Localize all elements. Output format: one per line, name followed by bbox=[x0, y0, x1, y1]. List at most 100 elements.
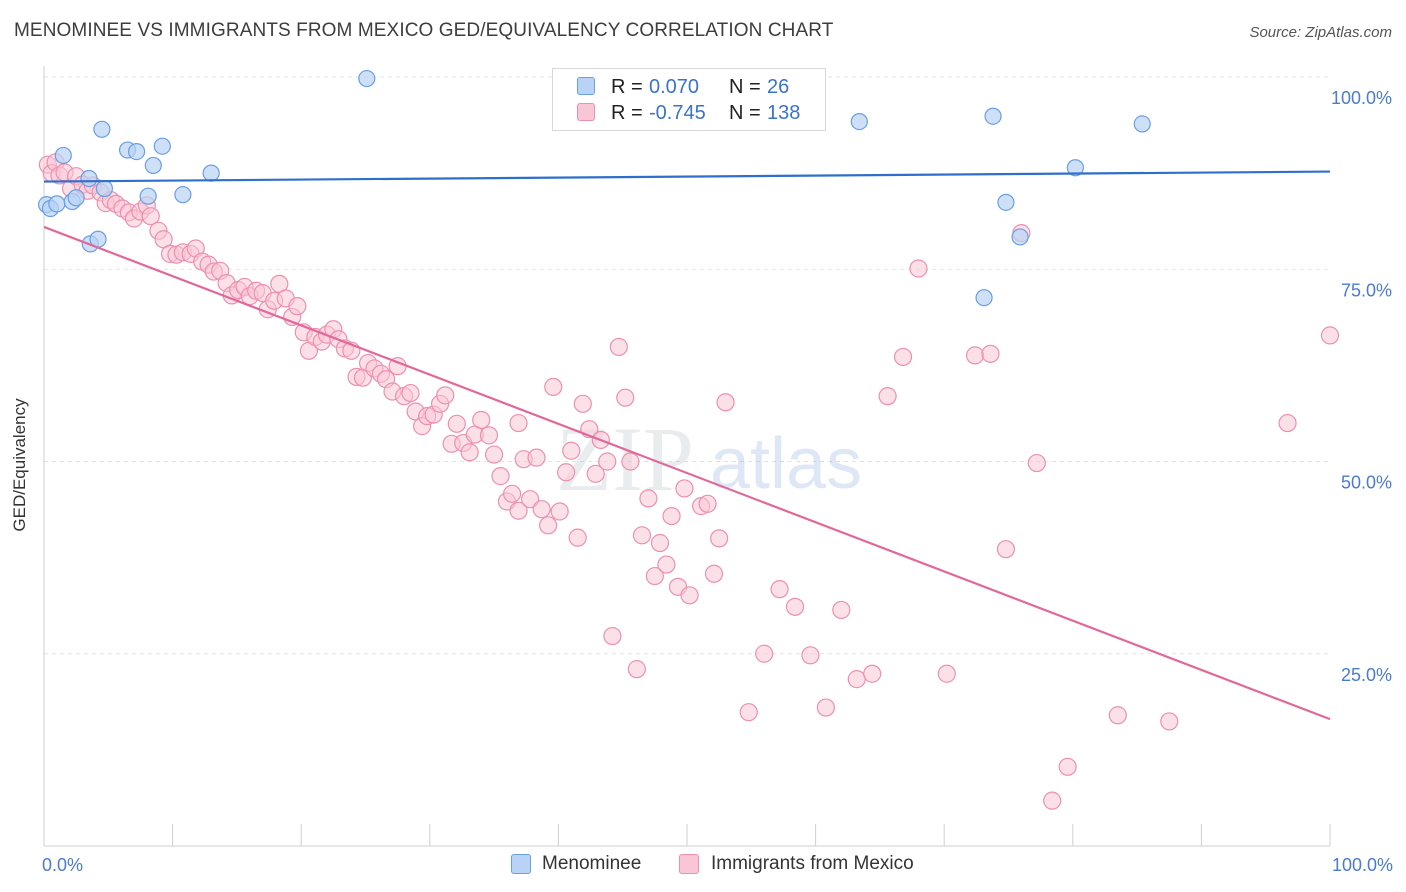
data-point-mexico bbox=[447, 414, 466, 433]
x-tick-label: 0.0% bbox=[42, 855, 83, 875]
data-point-menominee bbox=[95, 179, 114, 198]
data-point-mexico bbox=[657, 555, 676, 574]
data-point-menominee bbox=[358, 69, 376, 88]
y-axis-title: GED/Equivalency bbox=[10, 398, 29, 532]
data-point-menominee bbox=[48, 195, 66, 213]
data-point-mexico bbox=[981, 344, 1000, 363]
legend-r-value: -0.745 bbox=[649, 102, 706, 124]
data-point-mexico bbox=[503, 484, 522, 503]
y-tick-label: 100.0% bbox=[1331, 88, 1392, 108]
trendline-mexico bbox=[43, 225, 1331, 721]
legend-swatch-menominee bbox=[511, 854, 531, 874]
series-menominee-points bbox=[37, 69, 1151, 307]
data-point-mexico bbox=[288, 297, 307, 316]
data-point-mexico bbox=[680, 586, 699, 605]
data-point-mexico bbox=[509, 501, 528, 520]
data-point-mexico bbox=[568, 528, 587, 547]
legend-n-value: 26 bbox=[767, 76, 790, 98]
legend-r-label: R = bbox=[611, 76, 643, 98]
data-point-mexico bbox=[704, 564, 724, 583]
trendline-menominee bbox=[43, 170, 1331, 183]
data-point-mexico bbox=[662, 506, 681, 526]
y-tick-label: 25.0% bbox=[1341, 665, 1392, 685]
data-point-mexico bbox=[472, 410, 491, 430]
legend-n-label: N = bbox=[729, 102, 761, 124]
data-point-mexico bbox=[539, 516, 558, 535]
data-point-mexico bbox=[1278, 413, 1297, 433]
data-point-menominee bbox=[202, 164, 220, 182]
data-point-mexico bbox=[141, 207, 160, 226]
data-point-mexico bbox=[716, 393, 735, 412]
data-point-mexico bbox=[621, 452, 640, 471]
data-point-mexico bbox=[532, 500, 551, 519]
data-point-mexico bbox=[562, 441, 581, 460]
data-point-mexico bbox=[460, 443, 479, 462]
series-legend: Menominee Immigrants from Mexico bbox=[0, 852, 1406, 878]
data-point-mexico bbox=[509, 413, 528, 433]
data-point-mexico bbox=[650, 533, 670, 553]
legend-r-label: R = bbox=[611, 102, 643, 124]
data-point-mexico bbox=[937, 664, 956, 683]
data-point-menominee bbox=[93, 120, 111, 138]
trendlines bbox=[43, 170, 1331, 721]
data-point-mexico bbox=[675, 479, 694, 498]
data-point-mexico bbox=[544, 377, 563, 397]
data-point-mexico bbox=[832, 600, 851, 620]
data-point-mexico bbox=[1320, 326, 1340, 345]
legend-swatch-menominee bbox=[577, 77, 595, 95]
data-point-mexico bbox=[893, 347, 913, 367]
legend-r-value: 0.070 bbox=[649, 76, 700, 98]
data-point-mexico bbox=[550, 502, 569, 521]
data-point-mexico bbox=[847, 670, 866, 689]
data-point-menominee bbox=[1066, 159, 1084, 177]
data-point-menominee bbox=[1133, 115, 1151, 133]
data-point-mexico bbox=[710, 529, 729, 548]
legend-n-label: N = bbox=[729, 76, 761, 98]
data-point-mexico bbox=[627, 660, 646, 679]
legend-swatch-mexico bbox=[679, 854, 699, 874]
data-point-mexico bbox=[878, 387, 897, 406]
data-point-mexico bbox=[1027, 453, 1046, 473]
gridlines bbox=[44, 76, 1330, 655]
data-point-mexico bbox=[1108, 706, 1127, 725]
data-point-mexico bbox=[401, 383, 420, 403]
data-point-mexico bbox=[1058, 757, 1077, 776]
correlation-legend: R = 0.070 N = 26 R = -0.745 N = 138 bbox=[552, 68, 826, 131]
source-credit: Source: ZipAtlas.com bbox=[1249, 24, 1392, 41]
legend-row-mexico: R = -0.745 N = 138 bbox=[553, 100, 825, 126]
data-point-mexico bbox=[965, 346, 985, 365]
data-point-menominee bbox=[174, 186, 192, 204]
data-point-mexico bbox=[586, 464, 605, 483]
data-point-mexico bbox=[616, 388, 635, 407]
legend-n-value: 138 bbox=[767, 102, 801, 124]
data-point-menominee bbox=[67, 189, 85, 207]
data-point-menominee bbox=[139, 187, 157, 205]
data-point-mexico bbox=[645, 566, 664, 586]
data-point-mexico bbox=[485, 445, 504, 464]
data-point-mexico bbox=[863, 664, 882, 683]
data-point-mexico bbox=[479, 426, 499, 445]
data-point-mexico bbox=[801, 646, 820, 665]
data-point-mexico bbox=[632, 526, 652, 545]
data-point-menominee bbox=[80, 169, 98, 188]
data-point-mexico bbox=[603, 626, 622, 646]
watermark-atlas: atlas bbox=[710, 424, 862, 504]
legend-label-menominee: Menominee bbox=[542, 853, 642, 874]
data-point-menominee bbox=[153, 137, 171, 155]
data-point-menominee bbox=[127, 142, 146, 161]
data-point-menominee bbox=[997, 193, 1015, 211]
data-point-mexico bbox=[698, 494, 717, 513]
data-point-mexico bbox=[573, 394, 592, 413]
data-point-menominee bbox=[850, 113, 868, 131]
data-point-mexico bbox=[1043, 791, 1062, 810]
data-point-mexico bbox=[770, 580, 789, 599]
data-point-mexico bbox=[755, 644, 774, 663]
data-point-mexico bbox=[1160, 712, 1179, 731]
y-tick-label: 75.0% bbox=[1341, 280, 1392, 300]
data-point-mexico bbox=[816, 698, 835, 717]
legend-swatch-mexico bbox=[577, 103, 595, 121]
chart-title: MENOMINEE VS IMMIGRANTS FROM MEXICO GED/… bbox=[14, 20, 834, 41]
axes bbox=[43, 66, 1331, 847]
x-tick-label: 100.0% bbox=[1332, 855, 1393, 875]
